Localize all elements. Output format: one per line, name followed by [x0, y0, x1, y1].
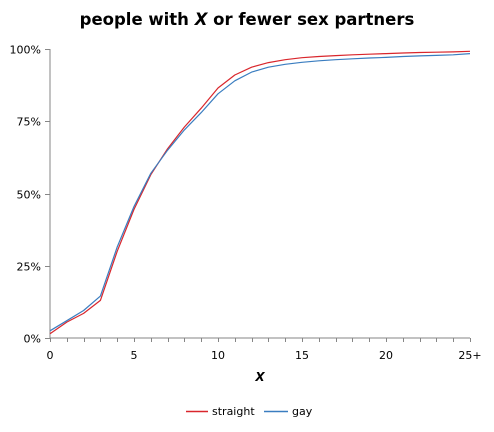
legend: straight gay — [186, 405, 313, 418]
y-tick-label: 25% — [17, 261, 41, 274]
x-tick-label: 5 — [131, 349, 138, 362]
legend-label-gay: gay — [292, 405, 313, 418]
chart-title-variable: X — [194, 10, 208, 29]
y-tick-label: 100% — [10, 44, 41, 57]
x-tick-label: 10 — [211, 349, 225, 362]
chart-title-prefix: people with — [79, 10, 195, 29]
axes — [49, 49, 470, 339]
x-axis-ticks: 0 5 10 15 20 25+ — [47, 338, 482, 362]
chart-title: people with X or fewer sex partners — [0, 10, 494, 29]
x-tick-label: 0 — [47, 349, 54, 362]
legend-label-straight: straight — [212, 405, 255, 418]
chart-title-suffix: or fewer sex partners — [207, 10, 415, 29]
series-line-gay — [49, 53, 471, 332]
x-tick-label: 20 — [379, 349, 393, 362]
series-line-straight — [49, 50, 471, 335]
y-tick-label: 0% — [24, 333, 41, 346]
y-axis-ticks: 0% 25% 50% 75% 100% — [10, 44, 50, 346]
x-tick-label: 15 — [295, 349, 309, 362]
x-tick-label: 25+ — [458, 349, 481, 362]
y-tick-label: 75% — [17, 116, 41, 129]
y-tick-label: 50% — [17, 189, 41, 202]
x-axis-title: X — [254, 370, 265, 384]
series-lines — [49, 50, 471, 335]
